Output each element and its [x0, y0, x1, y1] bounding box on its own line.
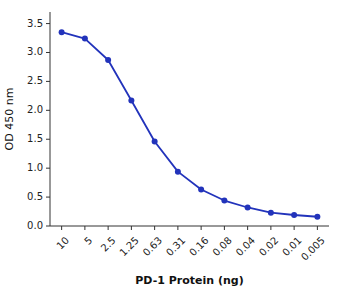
x-tick [108, 226, 109, 230]
y-tick [46, 110, 50, 111]
marker [314, 214, 320, 220]
x-tick [61, 226, 62, 230]
series [59, 29, 321, 220]
marker [268, 210, 274, 216]
x-tick [201, 226, 202, 230]
y-tick-label: 2.5 [27, 75, 43, 86]
y-tick [46, 81, 50, 82]
x-tick-label: 0.02 [257, 235, 281, 259]
y-tick [46, 23, 50, 24]
x-axis-line [50, 226, 329, 227]
y-axis: 0.0 0.5 1.0 1.5 2.0 2.5 3.0 3.5 [27, 12, 50, 231]
y-tick-label: 1.5 [27, 133, 43, 144]
chart: 0.00.51.01.52.02.53.03.51052.51.250.630.… [0, 0, 341, 290]
x-tick-label: 0.31 [164, 235, 188, 259]
marker [198, 187, 204, 193]
x-axis: 1052.51.250.630.310.160.080.040.020.010.… [50, 226, 329, 263]
x-tick [247, 226, 248, 230]
x-tick-label: 0.16 [187, 235, 211, 259]
x-tick [154, 226, 155, 230]
marker [152, 139, 158, 145]
x-tick-label: 2.5 [99, 235, 118, 254]
x-tick-label: 0.04 [234, 235, 258, 259]
x-tick [224, 226, 225, 230]
marker [128, 97, 134, 103]
y-tick [46, 139, 50, 140]
x-tick-label: 0.63 [141, 235, 165, 259]
x-tick [294, 226, 295, 230]
y-tick-label: 3.5 [27, 18, 43, 29]
marker [59, 29, 65, 35]
x-tick-label: 5 [82, 235, 94, 247]
marker [245, 204, 251, 210]
y-tick [46, 226, 50, 227]
x-tick [317, 226, 318, 230]
x-tick [84, 226, 85, 230]
marker [175, 169, 181, 175]
x-tick-label: 0.08 [210, 235, 234, 259]
line [62, 32, 318, 217]
x-tick-label: 0.005 [299, 235, 327, 263]
y-tick-label: 0.5 [27, 191, 43, 202]
y-tick-label: 1.0 [27, 162, 43, 173]
x-tick [270, 226, 271, 230]
x-tick [131, 226, 132, 230]
y-tick-label: 2.0 [27, 104, 43, 115]
y-axis-label: OD 450 nm [3, 88, 16, 151]
x-tick-label: 10 [54, 235, 71, 252]
x-axis-label: PD-1 Protein (ng) [135, 274, 243, 287]
y-tick-label: 3.0 [27, 46, 43, 57]
chart-container: 0.00.51.01.52.02.53.03.51052.51.250.630.… [0, 0, 341, 290]
y-tick [46, 52, 50, 53]
marker [82, 36, 88, 42]
marker [105, 57, 111, 63]
y-tick [46, 168, 50, 169]
y-tick [46, 197, 50, 198]
y-tick-label: 0.0 [27, 220, 43, 231]
marker [221, 198, 227, 204]
x-tick-label: 1.25 [117, 235, 141, 259]
y-axis-line [50, 12, 51, 226]
marker [291, 212, 297, 218]
x-tick [177, 226, 178, 230]
